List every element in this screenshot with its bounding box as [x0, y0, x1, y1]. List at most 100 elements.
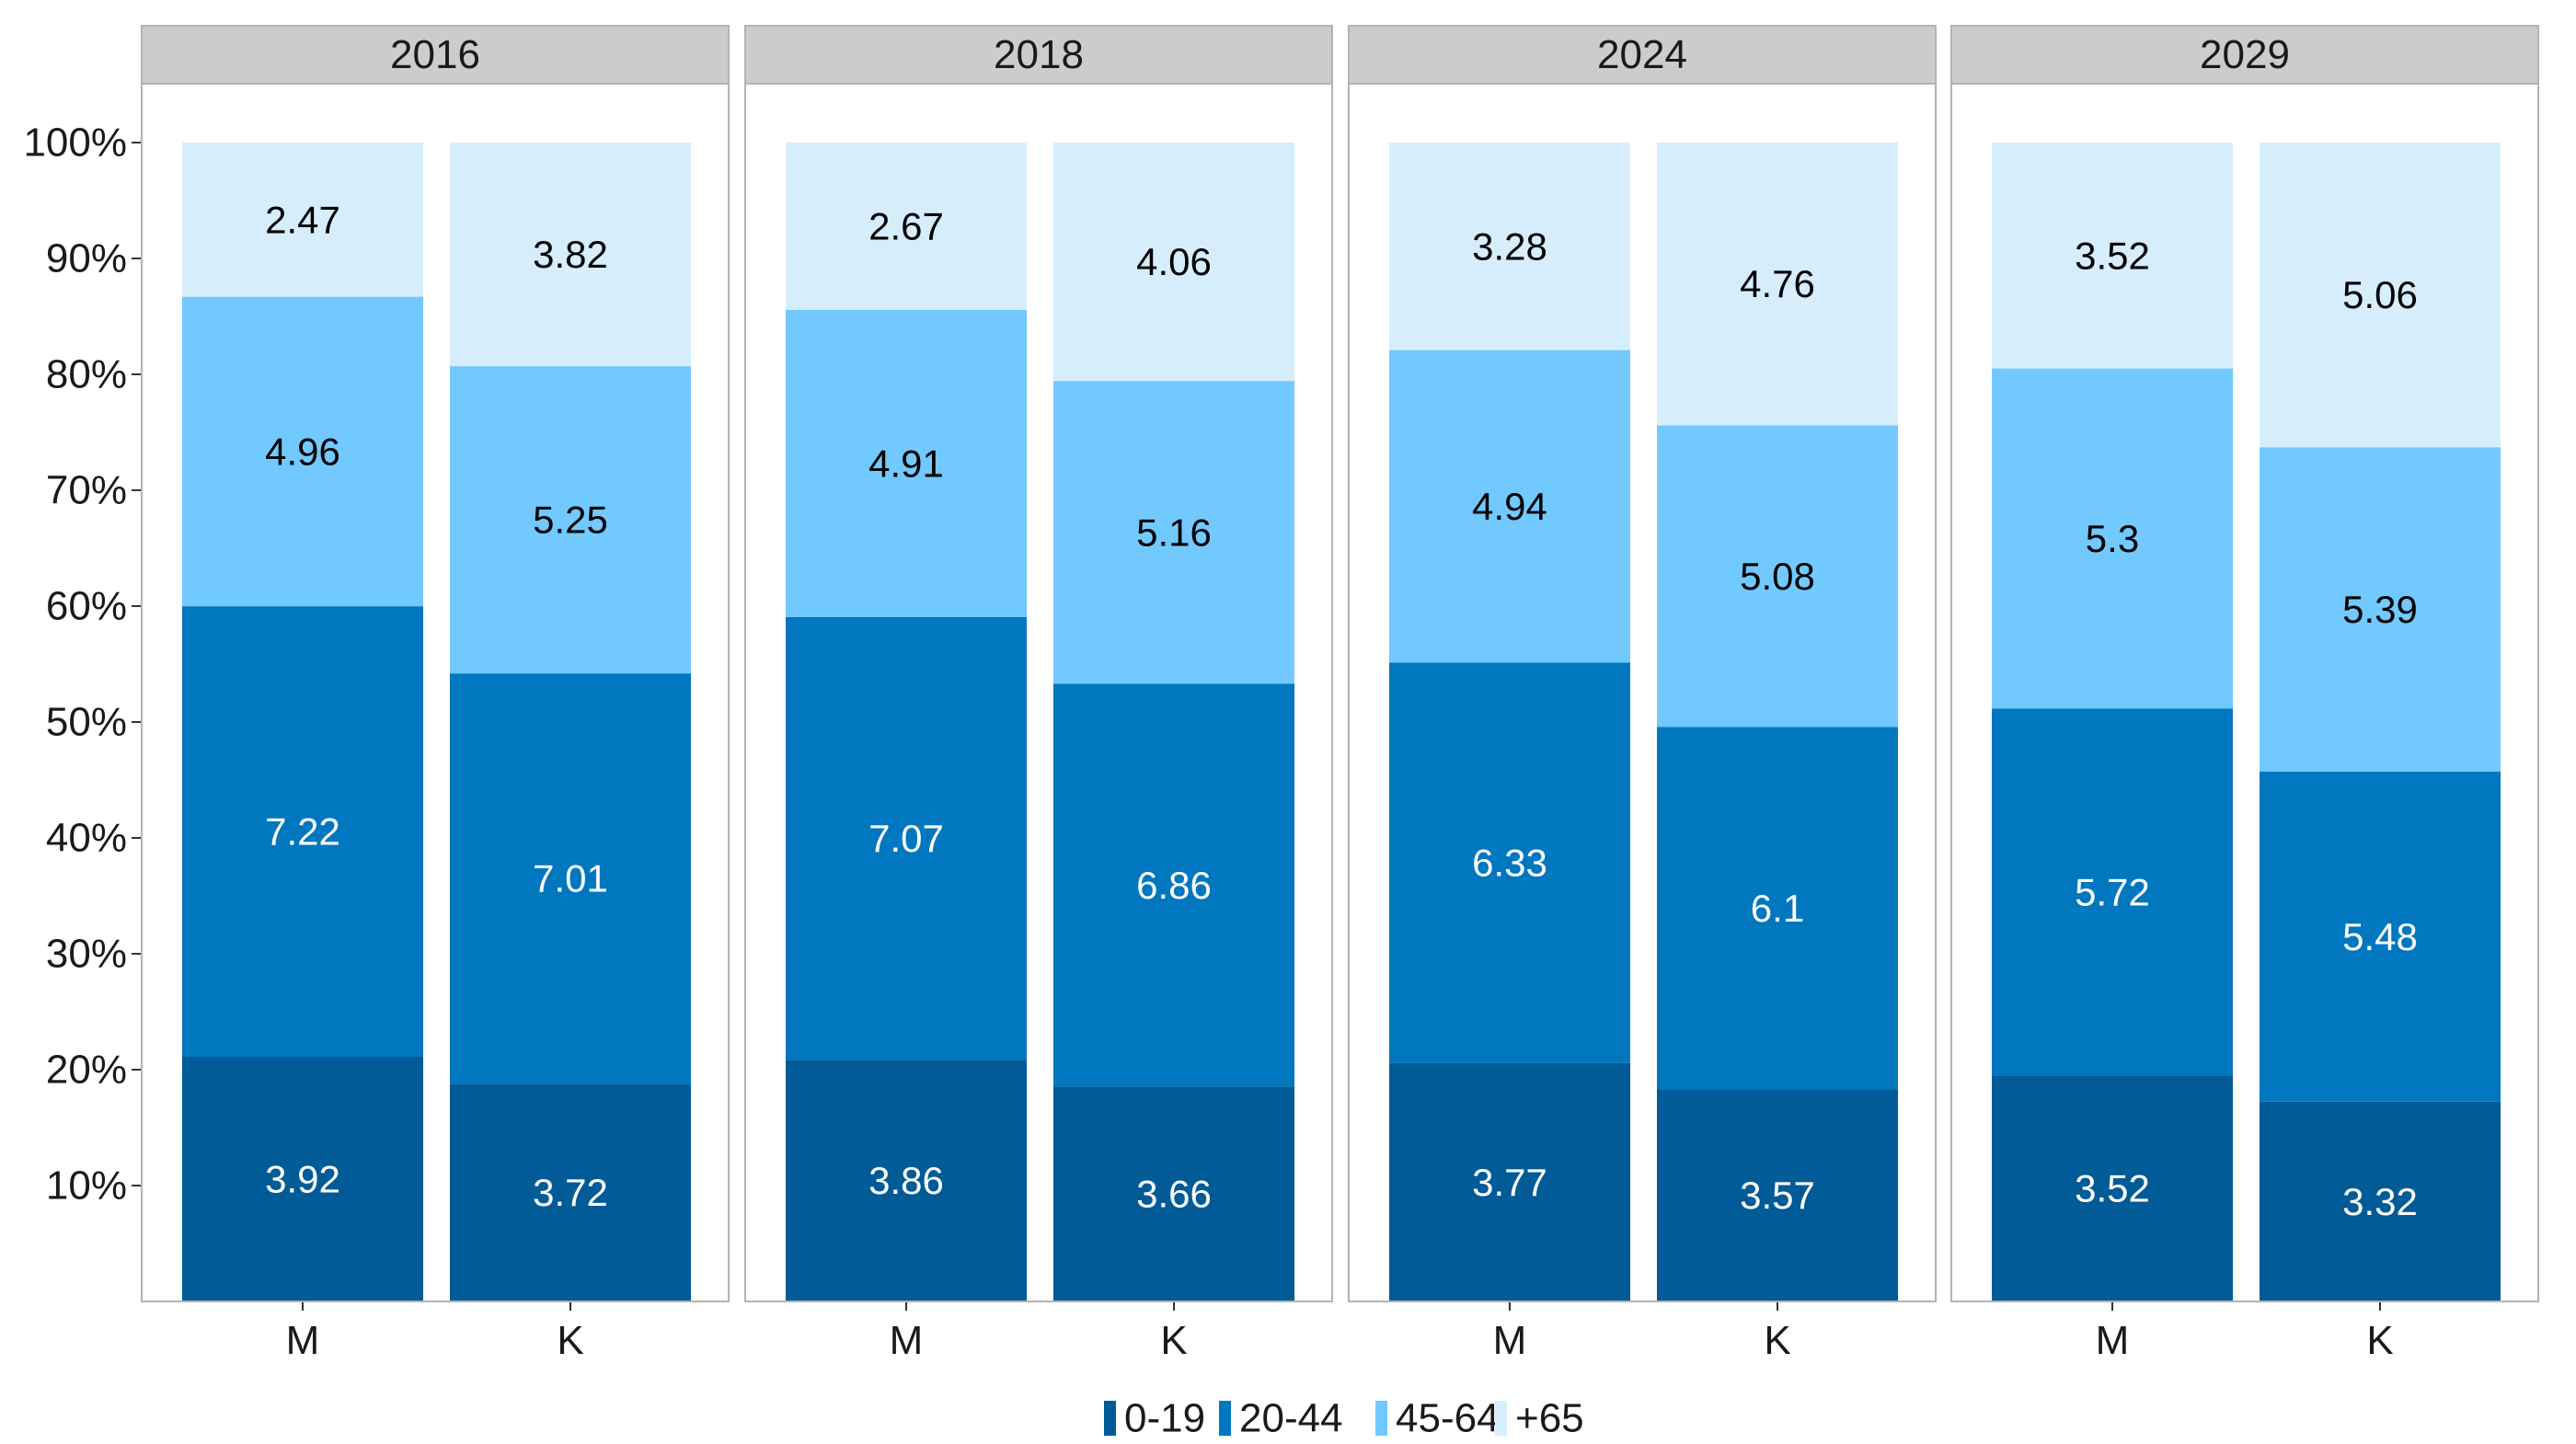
data-label: 5.06 [2342, 273, 2418, 316]
panel-border [141, 83, 730, 1302]
facet-panel: 2018 3.86 7.07 4.91 2.67 M 3.66 6.86 5.16 4.06 K [744, 25, 1333, 1363]
facet-panel: 2029 3.52 5.72 5.3 3.52 M 3.32 5.48 5.39 5.06 K [1950, 25, 2539, 1363]
legend-key [1375, 1401, 1387, 1436]
bar-segment [786, 309, 1027, 617]
y-tick-label: 100% [23, 120, 127, 166]
legend-label: 0-19 [1124, 1396, 1205, 1441]
x-tick-label: M [286, 1318, 320, 1363]
bar-segment [182, 143, 423, 297]
legend-key [1495, 1401, 1507, 1436]
bar-segment [1992, 1075, 2233, 1301]
facet-label: 2029 [2200, 32, 2290, 77]
data-label: 6.86 [1136, 864, 1212, 907]
data-label: 3.66 [1136, 1173, 1212, 1216]
bar-segment [1657, 425, 1898, 728]
bar-segment [450, 366, 691, 674]
legend-label: 20-44 [1239, 1396, 1343, 1441]
y-tick-label: 20% [46, 1048, 127, 1093]
data-label: 3.57 [1740, 1174, 1815, 1217]
legend-key [1219, 1401, 1231, 1436]
data-label: 3.52 [2075, 234, 2150, 277]
bar-segment [1657, 143, 1898, 426]
data-label: 4.91 [868, 441, 944, 485]
bar-segment [450, 1083, 691, 1301]
data-label: 5.08 [1740, 555, 1815, 598]
facet-strip [1950, 25, 2539, 85]
bar-segment [1389, 662, 1630, 1063]
y-tick-label: 40% [46, 816, 127, 861]
data-label: 3.82 [533, 233, 608, 276]
facet-label: 2018 [994, 32, 1084, 77]
panel-border [1348, 83, 1937, 1302]
data-label: 2.67 [868, 204, 944, 247]
legend-label: 45-64 [1396, 1396, 1500, 1441]
data-label: 7.22 [265, 810, 340, 854]
x-tick-label: K [1160, 1318, 1187, 1363]
x-tick-label: K [1764, 1318, 1790, 1363]
bar-segment [1992, 368, 2233, 709]
x-tick-label: M [1493, 1318, 1527, 1363]
data-label: 3.32 [2342, 1180, 2418, 1223]
facet-panel: 2024 3.77 6.33 4.94 3.28 M 3.57 6.1 5.08 4.76 K [1348, 25, 1937, 1363]
bar-segment [450, 143, 691, 367]
bar-segment [182, 1057, 423, 1301]
bar-segment [786, 1060, 1027, 1301]
data-label: 4.06 [1136, 240, 1212, 283]
x-tick-label: K [2366, 1318, 2393, 1363]
bar-segment [786, 143, 1027, 310]
bar-segment [2260, 143, 2501, 448]
data-label: 7.01 [533, 857, 608, 900]
data-label: 3.28 [1472, 224, 1547, 268]
bar-segment [182, 296, 423, 607]
y-tick-label: 10% [46, 1163, 127, 1209]
y-tick-label: 60% [46, 584, 127, 629]
data-label: 4.96 [265, 430, 340, 473]
data-label: 4.76 [1740, 262, 1815, 305]
facet-strip [141, 25, 730, 85]
facet-strip [1348, 25, 1937, 85]
bar-segment [2260, 1101, 2501, 1301]
data-label: 5.72 [2075, 870, 2150, 913]
bar-segment [786, 616, 1027, 1060]
x-tick-label: M [890, 1318, 924, 1363]
y-tick-label: 80% [46, 352, 127, 397]
bar-segment [1053, 1086, 1294, 1301]
bar-segment [1657, 727, 1898, 1090]
data-label: 3.77 [1472, 1161, 1547, 1204]
facet-label: 2024 [1597, 32, 1687, 77]
bar-segment [182, 606, 423, 1058]
bar-segment [1053, 143, 1294, 382]
legend-key [1104, 1401, 1116, 1436]
data-label: 5.48 [2342, 915, 2418, 958]
legend: 0-19 20-44 45-64 +65 [1104, 1396, 1584, 1441]
data-label: 3.92 [265, 1158, 340, 1201]
bar-segment [2260, 447, 2501, 772]
bar-segment [2260, 772, 2501, 1102]
bar-segment [1389, 1062, 1630, 1301]
bar-segment [1389, 143, 1630, 350]
bar-segment [1053, 381, 1294, 684]
y-axis: 10% 20% 30% 40% 50% 60% 70% 80% 90% 100% [23, 120, 142, 1209]
bar-segment [1657, 1089, 1898, 1301]
bar-segment [1992, 708, 2233, 1076]
data-label: 6.1 [1751, 887, 1804, 930]
facet-label: 2016 [390, 32, 480, 77]
data-label: 3.52 [2075, 1167, 2150, 1210]
data-label: 5.16 [1136, 510, 1212, 554]
panel-border [1950, 83, 2539, 1302]
legend-label: +65 [1515, 1396, 1584, 1441]
x-tick-label: K [557, 1318, 583, 1363]
x-tick-label: M [2096, 1318, 2130, 1363]
facet-panels: 20163.927.224.962.47M3.727.015.253.82K20… [141, 25, 2539, 1363]
data-label: 2.47 [265, 198, 340, 241]
bar-segment [1389, 350, 1630, 663]
data-label: 5.39 [2342, 588, 2418, 631]
data-label: 4.94 [1472, 485, 1547, 528]
bar-segment [1053, 683, 1294, 1087]
y-tick-label: 30% [46, 932, 127, 977]
y-tick-label: 90% [46, 236, 127, 281]
data-label: 5.25 [533, 499, 608, 542]
facet-panel: 2016 3.92 7.22 4.96 2.47 M 3.72 7.01 5.25 3.82 K [141, 25, 730, 1363]
panel-border [744, 83, 1333, 1302]
